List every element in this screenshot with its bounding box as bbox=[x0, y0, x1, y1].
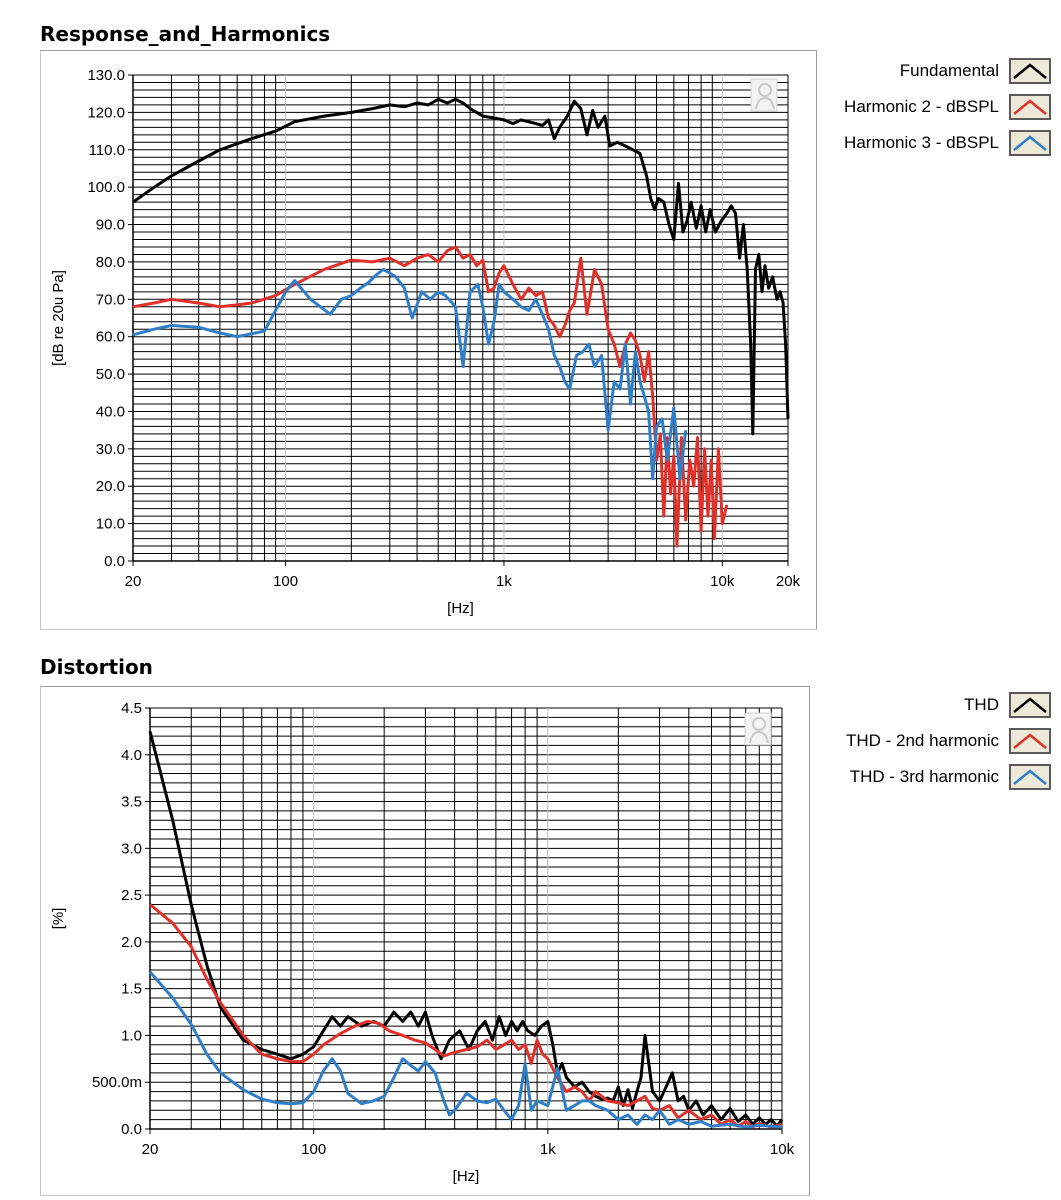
y-tick-label: 120.0 bbox=[87, 104, 125, 121]
plot-style-swatch[interactable] bbox=[1009, 130, 1051, 156]
series-line-thd bbox=[148, 731, 784, 1128]
y-tick-label: 500.0m bbox=[92, 1074, 142, 1091]
y-tick-label: 0.0 bbox=[121, 1121, 142, 1138]
legend-label: Harmonic 3 - dBSPL bbox=[844, 133, 999, 152]
x-tick-label: 100 bbox=[273, 573, 298, 590]
x-tick-label: 10k bbox=[710, 573, 735, 590]
legend-label: THD - 2nd harmonic bbox=[845, 731, 999, 750]
series-line-harmonic-3-dbspl bbox=[132, 267, 688, 481]
y-tick-label: 60.0 bbox=[96, 329, 125, 346]
plot-style-swatch[interactable] bbox=[1009, 692, 1051, 718]
legend-label: THD - 3rd harmonic bbox=[849, 767, 999, 786]
y-tick-label: 4.5 bbox=[121, 700, 142, 717]
user-silhouette-icon bbox=[750, 78, 778, 112]
x-tick-label: 1k bbox=[540, 1141, 556, 1158]
series-line-thd-2nd-harmonic bbox=[149, 903, 783, 1129]
legend-label: Harmonic 2 - dBSPL bbox=[844, 97, 999, 116]
legend-item-harmonic-3[interactable]: Harmonic 3 - dBSPL bbox=[844, 128, 1051, 158]
grid bbox=[149, 707, 783, 1130]
y-tick-label: 40.0 bbox=[96, 403, 125, 420]
plot-style-swatch[interactable] bbox=[1009, 58, 1051, 84]
response-and-harmonics-chart[interactable]: 0.0 10.0 20.0 30.0 40.0 50.0 60.0 70.0 80.0 90.0 1… bbox=[40, 50, 816, 630]
distortion-legend: THD THD - 2nd harmonic THD - 3rd harmoni… bbox=[808, 690, 1051, 800]
y-tick-label: 80.0 bbox=[96, 254, 125, 271]
x-tick-label: 1k bbox=[496, 573, 512, 590]
x-tick-label: 20 bbox=[125, 573, 142, 590]
legend-item-thd-3rd[interactable]: THD - 3rd harmonic bbox=[850, 762, 1051, 792]
legend-item-thd[interactable]: THD bbox=[964, 690, 1051, 720]
x-tick-label: 10k bbox=[770, 1141, 795, 1158]
y-axis-label: [dB re 20u Pa] bbox=[50, 270, 67, 366]
y-tick-label: 20.0 bbox=[96, 478, 125, 495]
y-tick-label: 2.0 bbox=[121, 934, 142, 951]
y-tick-label: 3.0 bbox=[121, 840, 142, 857]
y-tick-label: 4.0 bbox=[121, 747, 142, 764]
x-tick-label: 100 bbox=[301, 1141, 326, 1158]
plot-style-swatch[interactable] bbox=[1009, 764, 1051, 790]
y-tick-label: 1.0 bbox=[121, 1027, 142, 1044]
series-line-fundamental bbox=[132, 97, 790, 436]
y-tick-label: 2.5 bbox=[121, 887, 142, 904]
y-tick-label: 3.5 bbox=[121, 794, 142, 811]
y-tick-label: 1.5 bbox=[121, 981, 142, 998]
legend-item-thd-2nd[interactable]: THD - 2nd harmonic bbox=[846, 726, 1051, 756]
x-tick-label: 20 bbox=[142, 1141, 159, 1158]
x-tick-label: 20k bbox=[776, 573, 801, 590]
y-tick-label: 90.0 bbox=[96, 217, 125, 234]
response-graph-panel[interactable] bbox=[40, 50, 817, 630]
legend-label: Fundamental bbox=[899, 61, 999, 80]
plot-style-swatch[interactable] bbox=[1009, 94, 1051, 120]
x-axis-label: [Hz] bbox=[447, 600, 474, 617]
y-tick-label: 100.0 bbox=[87, 179, 125, 196]
distortion-chart[interactable]: 0.0 500.0m 1.0 1.5 2.0 2.5 3.0 3.5 4.0 4.5 20 100 1k… bbox=[40, 686, 810, 1196]
series-line-thd-3rd-harmonic bbox=[148, 970, 783, 1129]
legend-item-harmonic-2[interactable]: Harmonic 2 - dBSPL bbox=[844, 92, 1051, 122]
y-tick-label: 70.0 bbox=[96, 291, 125, 308]
x-axis-label: [Hz] bbox=[453, 1168, 480, 1185]
user-silhouette-icon bbox=[744, 712, 772, 746]
legend-item-fundamental[interactable]: Fundamental bbox=[900, 56, 1051, 86]
legend-label: THD bbox=[964, 695, 999, 714]
chart-title: Response_and_Harmonics bbox=[40, 22, 331, 46]
y-tick-label: 50.0 bbox=[96, 366, 125, 383]
grid bbox=[132, 74, 789, 562]
y-tick-label: 30.0 bbox=[96, 441, 125, 458]
y-tick-label: 10.0 bbox=[96, 516, 125, 533]
plot-style-swatch[interactable] bbox=[1009, 728, 1051, 754]
chart-title: Distortion bbox=[40, 655, 153, 679]
y-tick-label: 0.0 bbox=[104, 553, 125, 570]
y-axis-label: [%] bbox=[50, 908, 67, 930]
y-tick-label: 110.0 bbox=[89, 142, 125, 159]
y-tick-label: 130.0 bbox=[87, 67, 125, 84]
response-legend: Fundamental Harmonic 2 - dBSPL Harmonic … bbox=[815, 56, 1051, 166]
